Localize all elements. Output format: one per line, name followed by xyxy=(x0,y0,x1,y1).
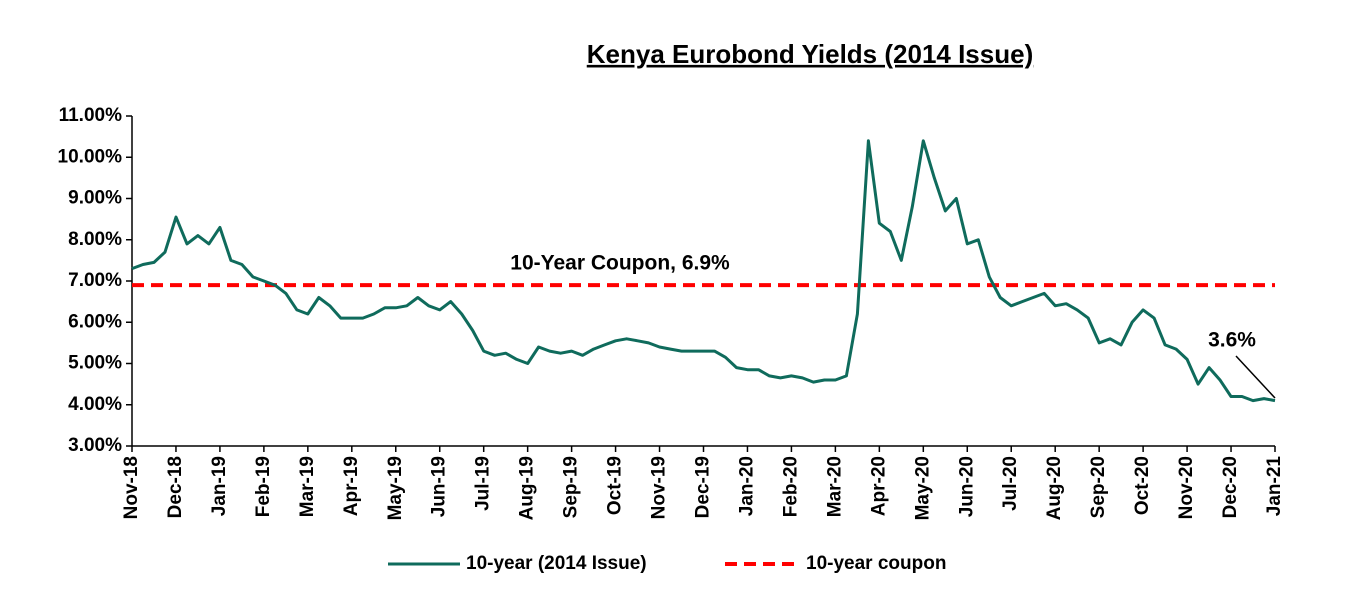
x-tick-label: Apr-19 xyxy=(341,456,362,516)
x-tick-label: Jul-19 xyxy=(473,456,494,511)
annotation-pointer xyxy=(1235,355,1276,399)
x-tick-label: Sep-20 xyxy=(1088,456,1109,518)
x-tick-label: Apr-20 xyxy=(868,456,889,516)
x-tick-label: Jun-19 xyxy=(429,456,450,517)
x-tick-label: May-20 xyxy=(912,456,933,520)
annotation: 10-Year Coupon, 6.9% xyxy=(510,252,730,275)
x-tick-label: Nov-19 xyxy=(649,456,670,519)
annotation: 3.6% xyxy=(1208,329,1256,352)
series-line xyxy=(131,139,1276,403)
chart-title: Kenya Eurobond Yields (2014 Issue) xyxy=(587,39,1033,69)
y-tick-label: 3.00% xyxy=(68,435,122,456)
x-tick-label: Feb-19 xyxy=(253,456,274,517)
x-tick-label: Jan-19 xyxy=(209,456,230,516)
x-tick-label: Oct-19 xyxy=(605,456,626,515)
x-tick-label: Jan-20 xyxy=(736,456,757,516)
x-tick-label: Aug-19 xyxy=(517,456,538,520)
y-tick-label: 9.00% xyxy=(68,188,122,209)
x-tick-label: Jun-20 xyxy=(956,456,977,517)
x-tick-label: Dec-19 xyxy=(693,456,714,518)
x-tick-label: Aug-20 xyxy=(1044,456,1065,520)
y-tick-label: 7.00% xyxy=(68,270,122,291)
x-tick-label: May-19 xyxy=(385,456,406,520)
legend-label: 10-year coupon xyxy=(806,553,946,574)
x-tick-label: Oct-20 xyxy=(1132,456,1153,515)
y-tick-label: 5.00% xyxy=(68,353,122,374)
x-tick-label: Feb-20 xyxy=(780,456,801,517)
x-tick-label: Nov-20 xyxy=(1176,456,1197,519)
legend-label: 10-year (2014 Issue) xyxy=(466,553,647,574)
x-tick-label: Nov-18 xyxy=(121,456,142,519)
x-tick-label: Sep-19 xyxy=(561,456,582,518)
x-tick-label: Dec-20 xyxy=(1220,456,1241,518)
y-tick-label: 6.00% xyxy=(68,311,122,332)
y-tick-label: 8.00% xyxy=(68,229,122,250)
y-tick-label: 4.00% xyxy=(68,394,122,415)
x-tick-label: Mar-20 xyxy=(824,456,845,517)
y-tick-label: 11.00% xyxy=(59,105,122,126)
x-tick-label: Dec-18 xyxy=(165,456,186,518)
y-tick-label: 10.00% xyxy=(58,146,123,167)
x-tick-label: Mar-19 xyxy=(297,456,318,517)
x-tick-label: Jul-20 xyxy=(1000,456,1021,511)
x-tick-label: Jan-21 xyxy=(1264,456,1285,517)
